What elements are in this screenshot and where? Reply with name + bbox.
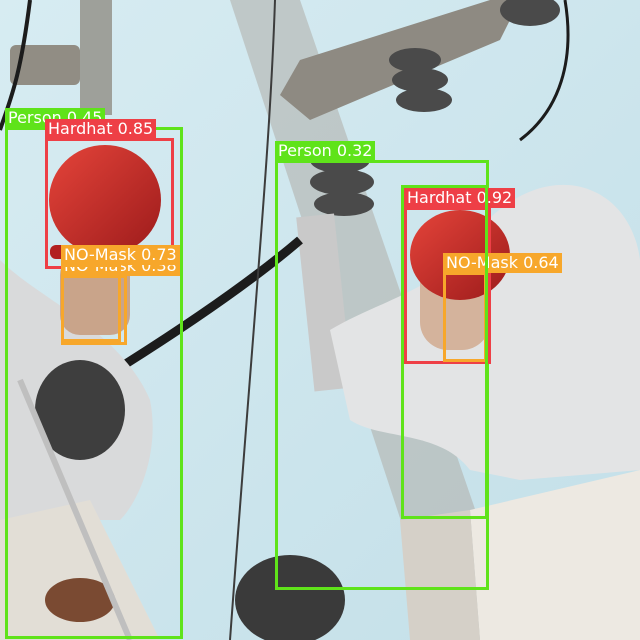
detection-box-no-mask: NO-Mask 0.73 [61,245,180,342]
detection-label: Person 0.32 [275,141,376,161]
detection-label: Hardhat 0.85 [45,119,157,139]
detection-box-person-inner [401,185,488,519]
detection-label: NO-Mask 0.64 [443,253,562,273]
detection-label: NO-Mask 0.73 [61,245,180,265]
